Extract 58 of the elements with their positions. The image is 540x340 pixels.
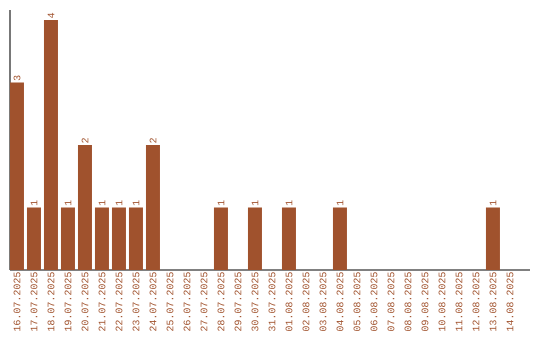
x-tick-label: 05.08.2025	[354, 272, 360, 332]
data-label: 1	[286, 200, 292, 206]
x-tick-label: 06.08.2025	[370, 272, 378, 332]
x-tick-label: 16.07.2025	[14, 272, 20, 331]
bar	[44, 20, 58, 270]
bar	[112, 208, 126, 270]
x-tick-label: 25.07.2025	[166, 272, 174, 331]
data-label: 1	[64, 200, 72, 206]
bar	[214, 208, 228, 270]
data-label: 1	[116, 200, 122, 206]
x-tick-label: 30.07.2025	[252, 272, 258, 331]
bar	[332, 208, 347, 270]
x-tick-label: 20.07.2025	[82, 272, 88, 331]
x-tick-label: 07.08.2025	[388, 272, 394, 332]
x-tick-label: 19.07.2025	[64, 272, 72, 331]
data-label: 4	[48, 12, 54, 18]
data-label: 2	[82, 138, 88, 143]
bar	[94, 208, 109, 270]
x-tick-label: 04.08.2025	[336, 272, 344, 332]
x-tick-label: 18.07.2025	[48, 272, 54, 331]
x-tick-label: 17.07.2025	[30, 272, 38, 331]
x-tick-label: 27.07.2025	[200, 272, 208, 331]
data-label: 1	[252, 200, 258, 206]
x-tick-label: 23.07.2025	[132, 272, 140, 331]
bar	[10, 82, 24, 270]
x-tick-label: 03.08.2025	[320, 272, 326, 332]
bar	[486, 208, 500, 270]
x-tick-label: 21.07.2025	[98, 272, 106, 331]
data-label: 1	[98, 200, 106, 206]
bar	[146, 145, 160, 270]
x-tick-label: 29.07.2025	[234, 272, 242, 331]
data-label: 1	[336, 200, 344, 206]
data-label: 1	[218, 200, 224, 206]
bar	[78, 145, 92, 270]
x-tick-label: 10.08.2025	[438, 272, 446, 331]
x-tick-label: 09.08.2025	[422, 272, 428, 332]
bar	[128, 208, 143, 270]
x-tick-label: 13.08.2025	[490, 272, 496, 331]
data-label: 1	[132, 200, 140, 206]
bar	[282, 208, 296, 270]
x-tick-label: 12.08.2025	[472, 272, 480, 331]
x-tick-label: 31.07.2025	[268, 272, 276, 331]
x-tick-label: 02.08.2025	[302, 272, 310, 332]
x-tick-label: 08.08.2025	[404, 272, 412, 332]
data-label: 3	[14, 76, 20, 80]
data-label: 2	[150, 138, 156, 143]
x-tick-label: 22.07.2025	[116, 272, 122, 331]
x-tick-label: 24.07.2025	[150, 272, 156, 331]
bar	[248, 208, 262, 270]
x-tick-label: 28.07.2025	[218, 272, 224, 331]
x-tick-label: 11.08.2025	[456, 272, 462, 331]
bar	[26, 208, 41, 270]
x-tick-label: 14.08.2025	[506, 272, 514, 331]
x-tick-label: 26.07.2025	[184, 272, 190, 331]
x-tick-label: 01.08.2025	[286, 272, 292, 332]
data-label: 1	[490, 200, 496, 206]
bar	[60, 208, 75, 270]
data-label: 1	[30, 200, 38, 206]
